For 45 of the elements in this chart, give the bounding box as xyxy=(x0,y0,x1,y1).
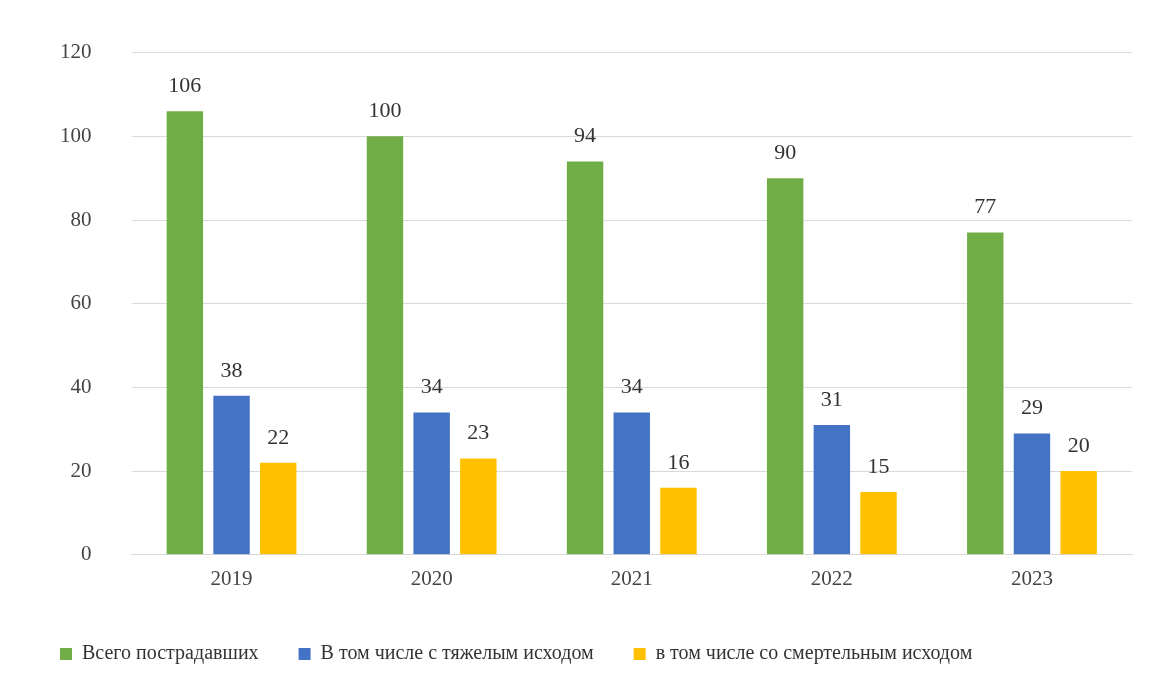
bar xyxy=(260,462,297,555)
y-tick-label: 120 xyxy=(60,39,92,64)
data-label: 106 xyxy=(168,71,202,97)
bar xyxy=(660,487,697,555)
bar xyxy=(813,425,851,555)
data-label: 31 xyxy=(820,385,843,411)
bar xyxy=(413,412,450,555)
x-tick-label: 2022 xyxy=(810,565,853,590)
data-label: 15 xyxy=(867,452,890,478)
data-label: 34 xyxy=(620,373,643,399)
bar xyxy=(1060,471,1097,555)
data-label: 23 xyxy=(467,419,490,445)
bar xyxy=(613,412,650,555)
bar xyxy=(566,161,604,555)
bar xyxy=(860,492,897,555)
bar xyxy=(166,111,204,555)
y-tick-label: 80 xyxy=(70,206,92,231)
data-label: 90 xyxy=(774,138,797,164)
data-label: 100 xyxy=(368,97,402,123)
y-tick-label: 40 xyxy=(70,373,92,398)
legend-label: Всего пострадавших xyxy=(82,641,259,665)
data-label: 16 xyxy=(667,448,690,474)
bar xyxy=(213,395,250,555)
data-label: 34 xyxy=(420,373,443,399)
y-tick-label: 0 xyxy=(81,541,92,566)
data-label: 77 xyxy=(974,193,997,219)
data-label: 29 xyxy=(1020,394,1043,420)
x-tick-label: 2023 xyxy=(1010,565,1053,590)
y-tick-label: 60 xyxy=(70,290,92,315)
data-label: 94 xyxy=(574,122,597,148)
x-tick-label: 2019 xyxy=(210,565,253,590)
data-label: 38 xyxy=(220,356,243,382)
bar xyxy=(460,458,497,555)
bar xyxy=(967,232,1004,555)
data-label: 22 xyxy=(267,423,290,449)
bar xyxy=(1013,433,1051,555)
y-tick-label: 100 xyxy=(60,122,92,147)
data-label: 20 xyxy=(1067,431,1090,457)
x-tick-label: 2020 xyxy=(410,565,453,590)
legend-label: в том числе со смертельным исходом xyxy=(655,641,973,665)
bar xyxy=(766,178,804,555)
y-tick-label: 20 xyxy=(70,457,92,482)
legend-label: В том числе с тяжелым исходом xyxy=(320,641,594,665)
bar xyxy=(366,136,404,555)
x-tick-label: 2021 xyxy=(610,565,653,590)
